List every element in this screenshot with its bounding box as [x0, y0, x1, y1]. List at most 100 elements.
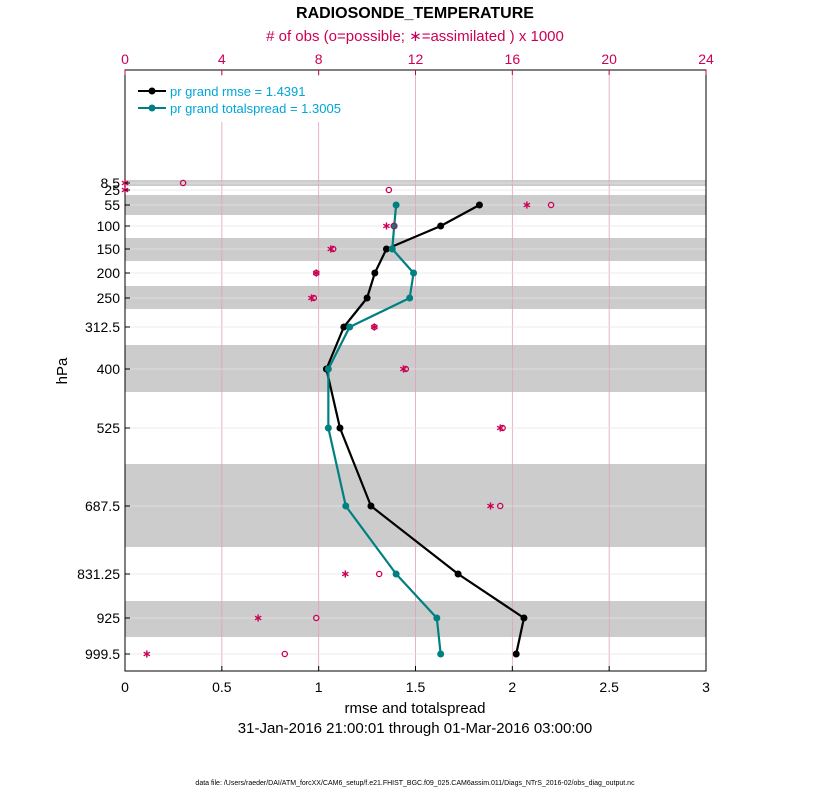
series-1-point-7 [324, 424, 332, 432]
legend-spread-label: pr grand totalspread = 1.3005 [170, 101, 341, 116]
legend-rmse-marker [148, 87, 156, 95]
obs-assimilated-5 [312, 269, 320, 277]
top-tick-label-4: 16 [505, 51, 521, 67]
obs-possible-11 [375, 570, 383, 578]
series-1-point-0 [392, 201, 400, 209]
y-tick-label-1: 25 [104, 182, 120, 198]
obs-assimilated-7-stroke-2 [370, 324, 378, 330]
series-0-point-8 [367, 502, 375, 510]
obs-assimilated-3 [382, 222, 390, 230]
obs-assimilated-12-stroke-2 [254, 615, 262, 621]
legend-spread-marker [148, 104, 156, 112]
top-tick-label-0: 0 [121, 51, 129, 67]
x-tick-label-0: 0 [121, 679, 129, 695]
series-0-point-1 [437, 222, 445, 230]
y-tick-label-10: 687.5 [85, 498, 120, 514]
grid [124, 70, 707, 671]
obs-possible-13 [281, 650, 289, 658]
obs-possible-12 [312, 614, 320, 622]
obs-assimilated-10-stroke-2 [487, 503, 495, 509]
series-0-point-2 [382, 245, 390, 253]
top-axis-label: # of obs (o=possible; ∗=assimilated ) x … [266, 28, 564, 45]
x-tick-label-6: 3 [702, 679, 710, 695]
y-tick-label-4: 150 [97, 241, 121, 257]
obs-assimilated-2-stroke-2 [523, 202, 531, 208]
series-line-0 [325, 204, 526, 655]
series-markers [322, 201, 528, 658]
obs-markers [121, 179, 555, 658]
legend: pr grand rmse = 1.4391 pr grand totalspr… [131, 76, 375, 122]
obs-possible-3 [390, 222, 397, 230]
x-tick-label-3: 1.5 [406, 679, 426, 695]
top-tick-label-3: 12 [408, 51, 424, 67]
obs-assimilated-6 [307, 294, 315, 302]
obs-assimilated-9 [496, 424, 504, 432]
top-tick-label-5: 20 [601, 51, 617, 67]
y-tick-label-8: 400 [97, 361, 121, 377]
x-ticks: 0 0.5 1 1.5 2 2.5 3 [121, 666, 710, 695]
obs-assimilated-6-stroke-2 [307, 295, 315, 301]
series-line-1 [327, 204, 442, 655]
obs-possible-1 [385, 186, 393, 194]
x-tick-label-4: 2 [508, 679, 516, 695]
series-0-point-4 [363, 294, 371, 302]
series-1-point-4 [406, 294, 414, 302]
obs-possible-2 [547, 201, 555, 209]
footnote: data file: /Users/raeder/DAI/ATM_forcXX/… [195, 780, 635, 787]
x-axis-label: rmse and totalspread [345, 700, 486, 717]
obs-assimilated-9-stroke-2 [496, 425, 504, 431]
y-tick-label-5: 200 [97, 265, 121, 281]
obs-assimilated-7 [370, 323, 378, 331]
series-1-point-11 [437, 650, 445, 658]
series-0-point-9 [454, 570, 462, 578]
series-0-point-5 [340, 323, 348, 331]
series-0-point-10 [520, 614, 528, 622]
y-tick-label-11: 831.25 [77, 566, 120, 582]
series-1-point-2 [388, 245, 396, 253]
y-tick-label-7: 312.5 [85, 319, 120, 335]
y-tick-label-9: 525 [97, 420, 121, 436]
y-tick-label-3: 100 [97, 218, 121, 234]
obs-assimilated-10 [487, 502, 495, 510]
date-range: 31-Jan-2016 21:00:01 through 01-Mar-2016… [238, 720, 592, 737]
series-1-point-8 [342, 502, 350, 510]
legend-rmse-label: pr grand rmse = 1.4391 [170, 84, 306, 99]
obs-assimilated-4-stroke-2 [327, 246, 335, 252]
y-tick-label-2: 55 [104, 197, 120, 213]
obs-possible-10 [496, 502, 504, 510]
series-1-point-10 [433, 614, 441, 622]
top-tick-label-6: 24 [698, 51, 714, 67]
series-1-point-3 [410, 269, 418, 277]
obs-assimilated-8 [399, 365, 407, 373]
x-tick-label-1: 0.5 [212, 679, 232, 695]
obs-assimilated-13 [143, 650, 151, 658]
obs-assimilated-12 [254, 614, 262, 622]
y-tick-label-12: 925 [97, 610, 121, 626]
obs-assimilated-5-stroke-2 [312, 270, 320, 276]
obs-assimilated-11 [341, 570, 349, 578]
obs-assimilated-8-stroke-2 [399, 366, 407, 372]
y-tick-label-6: 250 [97, 290, 121, 306]
chart-title: RADIOSONDE_TEMPERATURE [296, 5, 534, 22]
series-0-point-3 [371, 269, 379, 277]
series-0-point-7 [336, 424, 344, 432]
y-tick-label-0: 8.5 [101, 175, 121, 191]
top-tick-label-2: 8 [315, 51, 323, 67]
top-ticks: 0 4 8 12 16 20 24 [121, 51, 714, 75]
obs-assimilated-2 [523, 201, 531, 209]
series-1-point-9 [392, 570, 400, 578]
obs-assimilated-11-stroke-2 [341, 571, 349, 577]
top-tick-label-1: 4 [218, 51, 226, 67]
y-axis-label: hPa [54, 357, 71, 384]
obs-assimilated-13-stroke-2 [143, 651, 151, 657]
series-0-point-11 [512, 650, 520, 658]
obs-possible-0 [179, 179, 187, 187]
obs-assimilated-3-stroke-2 [382, 223, 390, 229]
obs-assimilated-4 [327, 245, 335, 253]
legend-box [131, 76, 375, 122]
x-tick-label-2: 1 [315, 679, 323, 695]
x-tick-label-5: 2.5 [599, 679, 619, 695]
series-1-point-5 [346, 323, 354, 331]
